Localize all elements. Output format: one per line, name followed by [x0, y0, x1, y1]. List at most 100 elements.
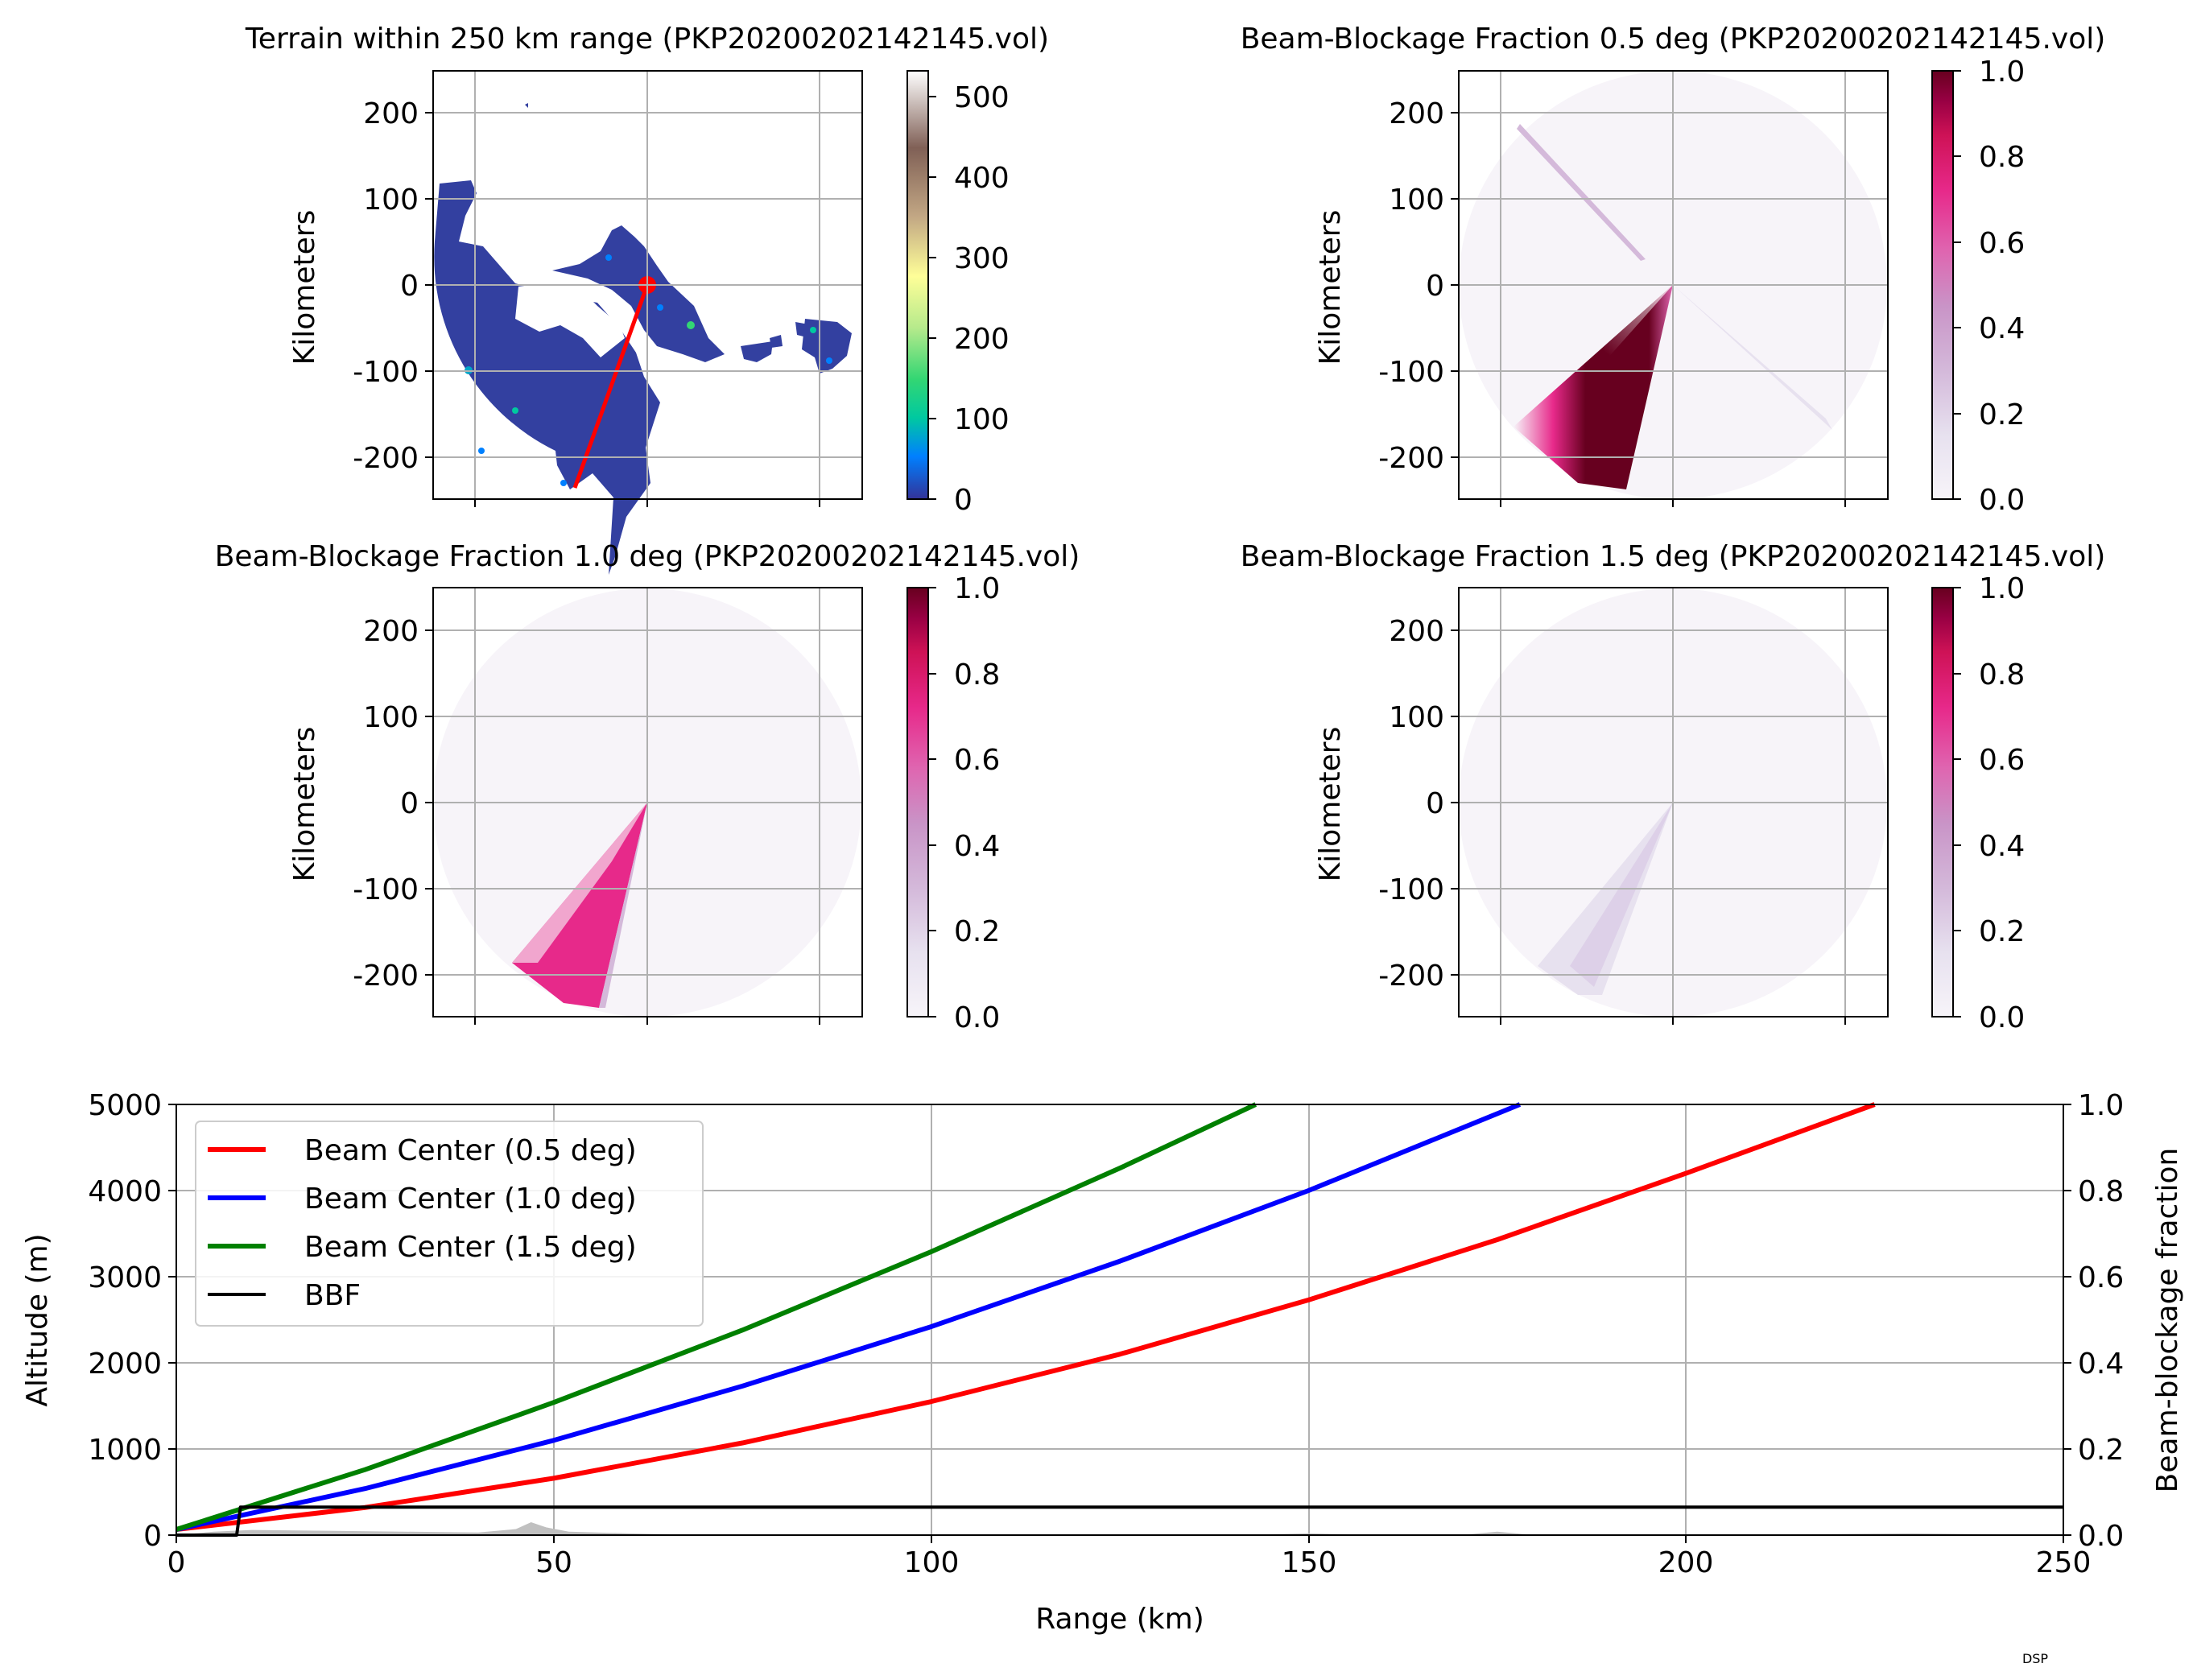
- y-ticks-right: 0.0 0.2 0.4 0.6 0.8 1.0: [2063, 1089, 2124, 1553]
- y-tick-label: 0: [143, 1520, 162, 1553]
- y-tick-label: 5000: [88, 1089, 162, 1122]
- terrain-land-west: [434, 180, 660, 575]
- colorbar-tick-label: 0.2: [954, 915, 1000, 948]
- panel-bbf-1-0: Beam-Blockage Fraction 1.0 deg (PKP20200…: [215, 540, 1080, 1034]
- colorbar-tick-label: 1.0: [1979, 572, 2025, 605]
- y-tick-label: 0: [1426, 270, 1444, 303]
- legend-entry: BBF: [208, 1279, 361, 1312]
- axes-frame: [176, 1104, 2064, 1536]
- series-line-0: [176, 1102, 1876, 1533]
- y-tick-label: 0: [1426, 787, 1444, 820]
- colorbar-tick-label: 0.6: [954, 744, 1000, 777]
- y-ticks: 200 100 0 -100 -200: [353, 97, 433, 475]
- footer-tag: DSP: [2022, 1651, 2048, 1666]
- colorbar: 500 400 300 200 100 0: [906, 70, 1010, 517]
- y-axis-label: Kilometers: [1314, 727, 1347, 882]
- legend-entry: Beam Center (0.5 deg): [208, 1134, 637, 1167]
- y-tick-label: 100: [1389, 701, 1444, 734]
- y-tick-label: -200: [1378, 442, 1444, 475]
- colorbar-tick-label: 0.8: [1979, 658, 2025, 691]
- panel-bbf-1-5: Beam-Blockage Fraction 1.5 deg (PKP20200…: [1241, 540, 2106, 1034]
- y-tick-label: 4000: [88, 1175, 162, 1208]
- y-axis-label: Kilometers: [288, 210, 321, 365]
- panel-title: Beam-Blockage Fraction 0.5 deg (PKP20200…: [1241, 23, 2106, 56]
- legend-label: Beam Center (1.5 deg): [304, 1231, 637, 1264]
- series-line-1: [176, 1102, 1522, 1532]
- blockage-wedge-core: [1570, 803, 1673, 987]
- colorbar-tick-label: 0.4: [1979, 312, 2025, 345]
- colorbar-tick-label: 0.0: [954, 1001, 1000, 1034]
- y2-axis-label: Beam-blockage fraction: [2151, 1148, 2184, 1493]
- x-axis-label: Range (km): [1035, 1603, 1204, 1636]
- panel-title: Beam-Blockage Fraction 1.0 deg (PKP20200…: [215, 540, 1080, 573]
- series-line-3: [176, 1505, 2063, 1537]
- y-tick-label: 200: [363, 97, 419, 130]
- x-ticks: 0 50 100 150 200 250: [167, 1535, 2091, 1579]
- y-ticks: 200 100 0 -100 -200: [1378, 615, 1459, 993]
- y-tick-label: 200: [1389, 615, 1444, 648]
- colorbar-tick-label: 0.0: [1979, 1001, 2025, 1034]
- y-tick-label: 100: [363, 184, 419, 217]
- y-tick-label: 2000: [88, 1348, 162, 1381]
- x-tick-marks: [1500, 499, 1846, 507]
- colorbar: 1.0 0.8 0.6 0.4 0.2 0.0: [1931, 572, 2025, 1034]
- terrain-profile: [176, 1521, 2063, 1535]
- terrain-map: [434, 103, 852, 575]
- y2-tick-label: 0.0: [2078, 1520, 2124, 1553]
- colorbar-tick-label: 0.0: [1979, 484, 2025, 517]
- blockage-wedge: [1514, 285, 1673, 489]
- terrain-highlands: [465, 254, 832, 486]
- y-tick-label: 0: [400, 270, 419, 303]
- terrain-island-2: [770, 335, 783, 348]
- legend-entry: Beam Center (1.5 deg): [208, 1231, 637, 1264]
- colorbar-tick-label: 1.0: [954, 572, 1000, 605]
- y-tick-label: 0: [400, 787, 419, 820]
- colorbar-tick-label: 0.2: [1979, 915, 2025, 948]
- y-tick-label: -100: [1378, 356, 1444, 389]
- terrain-island-east: [802, 319, 852, 374]
- legend-label: BBF: [304, 1279, 361, 1312]
- x-tick-marks: [474, 499, 820, 507]
- colorbar-tick-label: 400: [954, 162, 1010, 195]
- y-ticks-left: 0 1000 2000 3000 4000 5000: [88, 1089, 176, 1553]
- y-axis-label: Altitude (m): [21, 1233, 54, 1406]
- blockage-wedge: [1538, 803, 1673, 995]
- y2-tick-label: 0.6: [2078, 1261, 2124, 1294]
- x-tick-label: 100: [904, 1546, 960, 1579]
- legend-label: Beam Center (0.5 deg): [304, 1134, 637, 1167]
- x-tick-label: 50: [535, 1546, 572, 1579]
- colorbar-tick-label: 0.4: [954, 830, 1000, 863]
- blockage-streak-se: [1673, 285, 1832, 430]
- x-tick-marks: [474, 1017, 820, 1025]
- series-line-2: [176, 1102, 1257, 1532]
- colorbar-tick-label: 0.2: [1979, 398, 2025, 431]
- colorbar-tick-label: 100: [954, 403, 1010, 436]
- y-ticks: 200 100 0 -100 -200: [353, 615, 433, 993]
- x-tick-label: 0: [167, 1546, 186, 1579]
- legend-frame: [195, 1121, 704, 1327]
- blockage-wedge-edge: [599, 803, 647, 1008]
- y-tick-label: 200: [363, 615, 419, 648]
- y-tick-label: -200: [353, 442, 419, 475]
- grid: [433, 588, 862, 1017]
- y-tick-label: -200: [353, 960, 419, 993]
- x-tick-label: 200: [1658, 1546, 1714, 1579]
- y-tick-label: 100: [1389, 184, 1444, 217]
- colorbar-tick-label: 0.8: [954, 658, 1000, 691]
- x-tick-label: 150: [1282, 1546, 1337, 1579]
- y2-tick-label: 0.2: [2078, 1434, 2124, 1467]
- y-axis-label: Kilometers: [1314, 210, 1347, 365]
- grid: [1459, 71, 1888, 499]
- panel-bbf-0-5: Beam-Blockage Fraction 0.5 deg (PKP20200…: [1241, 23, 2106, 517]
- colorbar-tick-label: 0: [954, 484, 973, 517]
- colorbar-tick-label: 500: [954, 81, 1010, 114]
- y2-tick-label: 0.4: [2078, 1348, 2124, 1381]
- grid: [433, 71, 862, 499]
- y-tick-label: -100: [1378, 873, 1444, 906]
- y-tick-label: 3000: [88, 1261, 162, 1294]
- colorbar-tick-label: 1.0: [1979, 56, 2025, 89]
- colorbar-tick-label: 0.6: [1979, 227, 2025, 260]
- colorbar: 1.0 0.8 0.6 0.4 0.2 0.0: [906, 572, 1000, 1034]
- y-tick-label: -200: [1378, 960, 1444, 993]
- blockage-streak-nw: [1517, 124, 1646, 261]
